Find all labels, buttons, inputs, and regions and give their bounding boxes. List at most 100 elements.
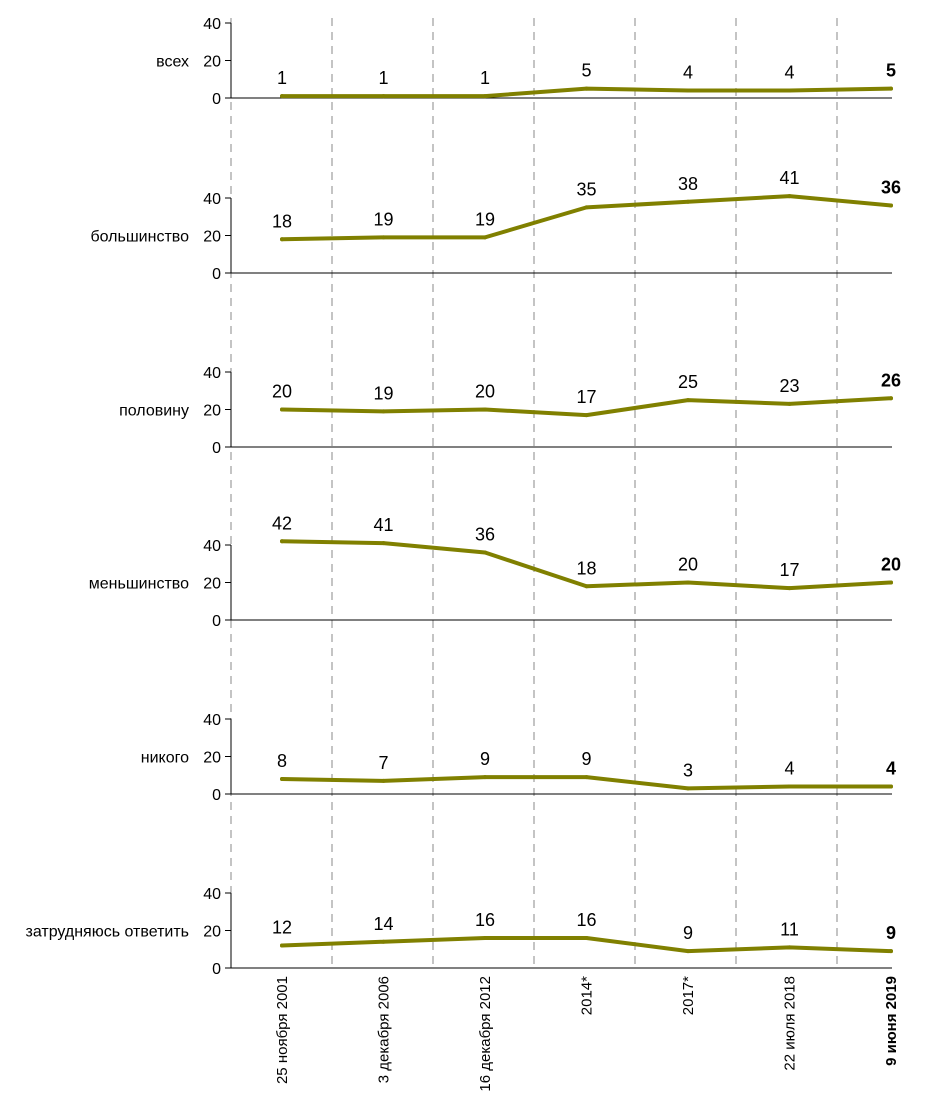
data-label: 5 [886,61,896,81]
series-label: затрудняюсь ответить [25,924,189,941]
data-label: 4 [784,63,794,83]
data-point [787,88,792,93]
data-point [787,401,792,406]
x-tick-label: 22 июля 2018 [782,976,799,1071]
x-tick-label: 16 декабря 2012 [477,976,494,1092]
data-point [787,586,792,591]
series-label: всех [156,54,189,71]
data-label: 36 [475,525,495,545]
data-label: 41 [779,168,799,188]
data-point [584,205,589,210]
data-point [889,784,893,789]
data-label: 20 [475,382,495,402]
data-point [381,541,386,546]
y-tick-label: 0 [212,787,221,804]
data-point [787,194,792,199]
data-label: 20 [881,555,901,575]
data-label: 36 [881,178,901,198]
y-tick-label: 20 [203,576,221,593]
series-label: половину [119,403,189,420]
y-tick-label: 40 [203,365,221,382]
y-tick-label: 0 [212,266,221,283]
panel-1: 0 20 40 большинство 18 19 19 35 38 41 36 [90,168,901,283]
y-tick-label: 20 [203,54,221,71]
y-tick-label: 0 [212,91,221,108]
data-point [584,584,589,589]
data-point [483,94,487,99]
y-tick-label: 40 [203,538,221,555]
data-label: 7 [378,753,388,773]
data-label: 9 [886,923,896,943]
y-tick-label: 40 [203,16,221,33]
series-label: никого [141,750,189,767]
y-tick-label: 20 [203,403,221,420]
data-label: 19 [373,383,393,403]
data-label: 19 [373,209,393,229]
panel-0: 0 20 40 всех 1 1 1 5 4 4 5 [156,16,896,108]
series-label: большинство [90,229,189,246]
panel-2: 0 20 40 половину 20 19 20 17 25 23 26 [119,365,901,457]
data-point [889,580,893,585]
data-point [584,86,589,91]
data-point [584,936,589,940]
data-point [584,775,589,780]
data-label: 19 [475,209,495,229]
data-point [483,550,487,555]
data-point [889,949,893,954]
data-label: 14 [373,914,393,934]
data-label: 9 [480,749,490,769]
data-point [280,237,284,242]
y-tick-label: 20 [203,750,221,767]
data-label: 3 [683,760,693,780]
data-point [686,398,690,403]
data-label: 42 [272,513,292,533]
data-point [889,396,893,401]
data-label: 9 [683,923,693,943]
data-label: 25 [678,372,698,392]
data-point [584,413,589,418]
data-point [686,199,690,204]
data-label: 5 [581,61,591,81]
data-label: 17 [576,387,596,407]
data-point [381,778,386,783]
data-point [381,939,386,944]
data-point [787,784,792,789]
data-point [381,235,386,240]
data-point [280,777,284,781]
data-point [280,407,284,412]
panel-4: 0 20 40 никого 8 7 9 9 3 4 4 [141,712,896,804]
data-label: 1 [480,68,490,88]
data-point [787,945,792,950]
data-point [889,203,893,208]
data-point [280,943,284,948]
y-tick-label: 20 [203,924,221,941]
data-label: 35 [576,179,596,199]
y-tick-label: 40 [203,191,221,208]
data-label: 16 [475,910,495,930]
data-label: 1 [378,68,388,88]
data-label: 20 [678,555,698,575]
data-point [686,786,690,791]
grid-layer [230,18,838,968]
data-label: 17 [779,560,799,580]
series-label: меньшинство [89,576,189,593]
data-point [280,539,284,544]
data-point [381,94,386,99]
data-point [483,775,487,780]
panel-5: 0 20 40 затрудняюсь ответить 12 14 16 16 9 11 9 [25,886,896,978]
data-label: 12 [272,918,292,938]
x-tick-label: 2017* [680,976,697,1015]
data-label: 11 [780,919,799,939]
data-label: 23 [779,376,799,396]
data-label: 8 [277,751,287,771]
data-label: 20 [272,382,292,402]
data-label: 26 [881,370,901,390]
data-label: 41 [373,515,393,535]
x-tick-label: 2014* [579,976,596,1015]
data-label: 4 [784,759,794,779]
y-tick-label: 0 [212,961,221,978]
x-tick-label: 9 июня 2019 [883,976,900,1066]
y-tick-label: 40 [203,712,221,729]
